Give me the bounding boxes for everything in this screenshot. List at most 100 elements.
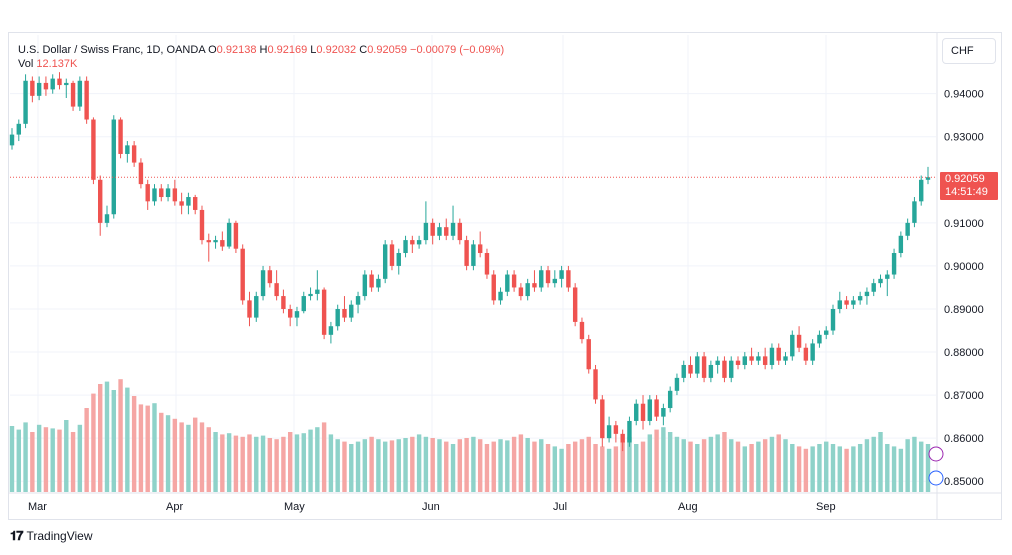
volume-bar: [159, 412, 164, 492]
volume-bar: [396, 439, 401, 492]
volume-bar: [790, 444, 795, 492]
y-tick-label: 0.91000: [944, 218, 984, 230]
candle-body: [688, 364, 693, 374]
volume-bar: [796, 446, 802, 492]
volume-bar: [484, 444, 490, 492]
y-tick-label: 0.89000: [944, 304, 984, 316]
volume-bar: [308, 429, 313, 492]
x-tick-label: May: [284, 501, 305, 513]
candle-body: [600, 399, 605, 439]
candle-body: [844, 300, 849, 305]
candle-body: [206, 240, 211, 243]
volume-bar: [457, 439, 463, 492]
candle-body: [776, 347, 781, 361]
candle-body: [824, 330, 829, 335]
candle-body: [84, 80, 89, 120]
volume-bar: [586, 436, 591, 492]
candle-body: [328, 326, 334, 335]
volume-bar: [91, 393, 96, 492]
candle-body: [796, 334, 802, 348]
volume-bar: [57, 429, 62, 492]
volume-bar: [919, 441, 924, 492]
candle-body: [240, 248, 245, 301]
close-label: C: [359, 44, 368, 56]
y-tick-label: 0.93000: [944, 132, 984, 144]
volume-value: 12.137K: [36, 58, 78, 70]
candle-body: [410, 240, 415, 245]
volume-bar: [104, 381, 110, 492]
volume-bar: [23, 422, 28, 492]
brand-logo[interactable]: 𝟏𝟕 TradingView: [10, 528, 93, 544]
candle-body: [159, 188, 164, 198]
volume-bar: [505, 440, 510, 492]
volume-bar: [688, 441, 693, 492]
volume-bar: [837, 446, 842, 492]
volume-bar: [192, 417, 198, 492]
candle-body: [613, 425, 619, 434]
volume-bar: [579, 439, 585, 492]
candle-body: [294, 311, 300, 318]
volume-bar: [98, 384, 103, 492]
candle-body: [857, 296, 863, 301]
currency-button[interactable]: CHF: [942, 38, 996, 64]
volume-bar: [213, 432, 218, 492]
x-tick-label: Apr: [166, 501, 183, 513]
volume-bar: [355, 441, 361, 492]
volume-bar: [152, 403, 157, 492]
volume-bar: [606, 448, 612, 492]
volume-bar: [559, 448, 564, 492]
x-tick-label: Jul: [553, 501, 567, 513]
volume-bar: [857, 444, 863, 492]
symbol-title[interactable]: U.S. Dollar / Swiss Franc, 1D, OANDA: [18, 44, 206, 56]
candle-body: [715, 360, 720, 365]
y-tick-label: 0.87000: [944, 390, 984, 402]
bar-countdown: 14:51:49: [945, 186, 988, 198]
volume-bar: [525, 438, 530, 492]
candle-body: [104, 214, 110, 223]
candle-body: [606, 425, 612, 439]
volume-bar: [566, 444, 571, 492]
candle-body: [545, 270, 551, 284]
volume-bar: [756, 441, 761, 492]
high-label: H: [259, 44, 268, 56]
volume-bar: [898, 448, 904, 492]
event-marker-icon: [928, 470, 944, 486]
x-tick-label: Mar: [28, 501, 47, 513]
volume-bar: [539, 439, 544, 492]
candle-body: [864, 291, 870, 297]
candle-body: [579, 321, 585, 340]
candle-body: [661, 408, 666, 417]
candle-body: [233, 222, 239, 249]
volume-bar: [640, 441, 646, 492]
volume-bar: [70, 432, 76, 492]
volume-bar: [416, 434, 422, 492]
candle-body: [437, 227, 442, 236]
volume-bar: [830, 444, 836, 492]
volume-bar: [362, 439, 368, 492]
candle-body: [199, 209, 205, 241]
volume-label: Vol: [18, 58, 34, 70]
candle-body: [749, 356, 754, 361]
volume-bar: [552, 446, 558, 492]
volume-bar: [301, 433, 306, 492]
candle-body: [152, 188, 157, 202]
candle-body: [274, 283, 279, 297]
close-value: 0.92059: [367, 44, 407, 56]
volume-bar: [634, 444, 639, 492]
volume-bar: [64, 420, 69, 492]
volume-bar: [125, 387, 130, 492]
candle-body: [898, 235, 904, 254]
candle-body: [783, 356, 788, 361]
candle-body: [871, 283, 876, 292]
candle-body: [321, 289, 327, 335]
volume-bar: [260, 435, 266, 492]
volume-bar: [382, 441, 388, 492]
candle-body: [647, 399, 653, 421]
candle-body: [762, 356, 768, 365]
volume-bar: [532, 441, 537, 492]
candle-body: [457, 222, 463, 241]
y-tick-label: 0.86000: [944, 433, 984, 445]
candle-body: [186, 197, 191, 206]
candle-body: [593, 369, 598, 400]
